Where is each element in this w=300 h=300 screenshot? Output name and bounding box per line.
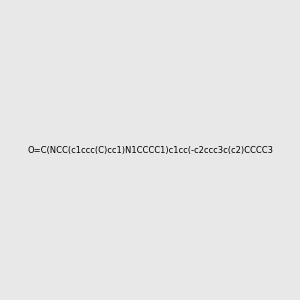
Text: O=C(NCC(c1ccc(C)cc1)N1CCCC1)c1cc(-c2ccc3c(c2)CCCC3: O=C(NCC(c1ccc(C)cc1)N1CCCC1)c1cc(-c2ccc3… <box>27 146 273 154</box>
